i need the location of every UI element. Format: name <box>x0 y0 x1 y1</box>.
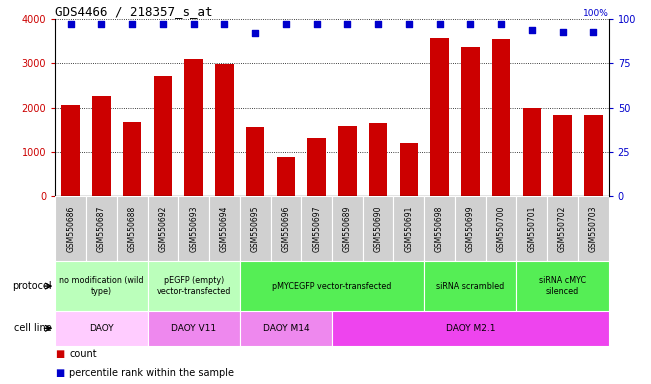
Text: 100%: 100% <box>583 9 609 18</box>
Bar <box>215 64 234 196</box>
Bar <box>424 196 455 261</box>
Text: GSM550696: GSM550696 <box>281 205 290 252</box>
Text: GSM550694: GSM550694 <box>220 205 229 252</box>
Bar <box>553 115 572 196</box>
Text: GSM550703: GSM550703 <box>589 205 598 252</box>
Bar <box>271 196 301 261</box>
Point <box>373 22 383 28</box>
Point <box>342 22 353 28</box>
Bar <box>547 196 578 261</box>
Bar <box>246 127 264 196</box>
Bar <box>455 196 486 261</box>
Text: pEGFP (empty)
vector-transfected: pEGFP (empty) vector-transfected <box>156 276 231 296</box>
Text: GDS4466 / 218357_s_at: GDS4466 / 218357_s_at <box>55 5 213 18</box>
Bar <box>154 76 172 196</box>
Point <box>404 22 414 28</box>
Point <box>96 22 107 28</box>
Point <box>434 22 445 28</box>
Text: GSM550698: GSM550698 <box>435 205 444 252</box>
Point <box>527 27 537 33</box>
Text: cell line: cell line <box>14 323 52 333</box>
Bar <box>240 311 332 346</box>
Point <box>588 28 598 35</box>
Text: GSM550690: GSM550690 <box>374 205 383 252</box>
Text: GSM550687: GSM550687 <box>97 205 106 252</box>
Bar <box>61 105 80 196</box>
Text: GSM550692: GSM550692 <box>158 205 167 252</box>
Bar <box>123 122 141 196</box>
Text: GSM550693: GSM550693 <box>189 205 198 252</box>
Point <box>311 22 322 28</box>
Text: GSM550702: GSM550702 <box>558 205 567 252</box>
Bar <box>92 96 111 196</box>
Text: pMYCEGFP vector-transfected: pMYCEGFP vector-transfected <box>272 281 392 291</box>
Bar <box>424 261 516 311</box>
Text: percentile rank within the sample: percentile rank within the sample <box>69 368 234 378</box>
Text: ■: ■ <box>55 349 64 359</box>
Point <box>496 22 506 28</box>
Bar <box>55 261 148 311</box>
Point <box>557 28 568 35</box>
Bar <box>86 196 117 261</box>
Bar <box>209 196 240 261</box>
Bar <box>486 196 516 261</box>
Bar <box>363 196 393 261</box>
Text: siRNA cMYC
silenced: siRNA cMYC silenced <box>539 276 586 296</box>
Bar <box>369 123 387 196</box>
Text: GSM550691: GSM550691 <box>404 205 413 252</box>
Bar <box>148 311 240 346</box>
Bar <box>307 137 326 196</box>
Bar <box>461 46 480 196</box>
Bar <box>578 196 609 261</box>
Text: siRNA scrambled: siRNA scrambled <box>436 281 505 291</box>
Text: DAOY: DAOY <box>89 324 114 333</box>
Text: no modification (wild
type): no modification (wild type) <box>59 276 144 296</box>
Bar <box>240 196 271 261</box>
Bar <box>277 157 295 196</box>
Point <box>158 22 168 28</box>
Point <box>250 30 260 36</box>
Bar <box>301 196 332 261</box>
Point <box>281 22 291 28</box>
Point <box>66 22 76 28</box>
Bar <box>430 38 449 196</box>
Text: GSM550697: GSM550697 <box>312 205 321 252</box>
Text: DAOY V11: DAOY V11 <box>171 324 216 333</box>
Point <box>219 22 230 28</box>
Text: GSM550700: GSM550700 <box>497 205 506 252</box>
Bar <box>184 59 203 196</box>
Text: ■: ■ <box>55 368 64 378</box>
Bar <box>332 196 363 261</box>
Bar <box>523 108 541 196</box>
Bar <box>55 311 148 346</box>
Point <box>127 22 137 28</box>
Bar <box>393 196 424 261</box>
Text: count: count <box>69 349 97 359</box>
Text: DAOY M2.1: DAOY M2.1 <box>445 324 495 333</box>
Bar <box>240 261 424 311</box>
Bar <box>148 261 240 311</box>
Point <box>189 22 199 28</box>
Text: GSM550695: GSM550695 <box>251 205 260 252</box>
Bar <box>55 196 86 261</box>
Text: GSM550701: GSM550701 <box>527 205 536 252</box>
Point <box>465 22 475 28</box>
Bar <box>584 114 603 196</box>
Bar <box>516 196 547 261</box>
Bar <box>332 311 609 346</box>
Text: protocol: protocol <box>12 281 52 291</box>
Bar <box>178 196 209 261</box>
Text: GSM550699: GSM550699 <box>466 205 475 252</box>
Bar <box>148 196 178 261</box>
Text: DAOY M14: DAOY M14 <box>262 324 309 333</box>
Text: GSM550688: GSM550688 <box>128 205 137 252</box>
Bar <box>516 261 609 311</box>
Text: GSM550689: GSM550689 <box>343 205 352 252</box>
Bar <box>338 126 357 196</box>
Bar <box>117 196 148 261</box>
Text: GSM550686: GSM550686 <box>66 205 76 252</box>
Bar <box>492 39 510 196</box>
Bar <box>400 143 418 196</box>
